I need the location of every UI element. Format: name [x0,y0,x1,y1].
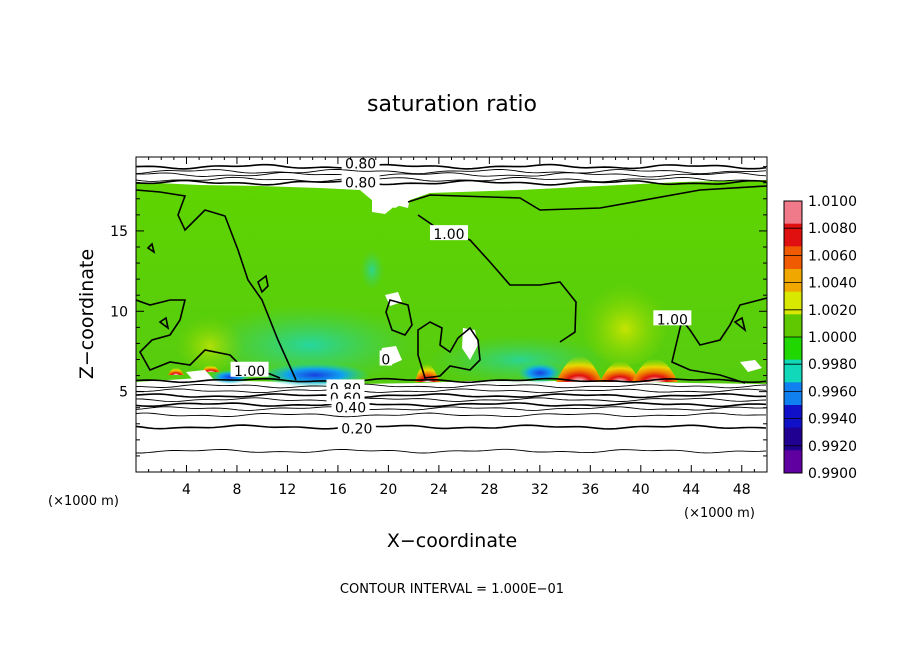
y-tick-label: 15 [110,224,128,240]
contour-label: 0.80 [345,176,376,192]
colorbar-level-label: 1.0080 [808,221,857,237]
contour-label: 1.00 [234,364,265,380]
contour-label: 0.20 [341,422,372,438]
colorbar-swatch [784,269,802,293]
contour-label: 1.00 [657,312,688,328]
isoline [136,168,767,175]
yellow-region [580,275,670,365]
supersaturation-arc [632,358,678,382]
contour-label: 0.40 [335,401,366,417]
x-tick-label: 40 [632,482,650,498]
isoline [136,176,767,183]
x-unit-left: (×1000 m) [48,494,119,509]
isoline [136,179,767,186]
saturation-contour-lines [136,185,767,384]
x-tick-label: 28 [480,482,498,498]
isoline [136,392,767,399]
isoline [136,424,767,430]
isoline [136,412,766,418]
contour-label: 1.00 [433,227,464,243]
isoline [136,172,767,178]
colorbar-level-label: 0.9940 [808,412,857,428]
x-tick-label: 4 [182,482,191,498]
colorbar-level-label: 0.9900 [808,466,857,482]
contour-label-bg [337,419,376,435]
x-axis: 4 8 12 16 20 24 28 32 36 40 44 48 [148,157,755,498]
chart-title: saturation ratio [367,92,537,117]
ground-isolines [136,377,767,454]
dry-gap [462,328,478,360]
colorbar-swatch [784,337,802,361]
y-axis-label: Z−coordinate [76,249,98,379]
x-unit-right: (×1000 m) [684,506,755,521]
contour-label-bg [331,398,370,414]
x-tick-label: 12 [279,482,297,498]
colorbar-swatch [784,405,802,429]
contour-label-bg [429,225,468,241]
yellow-region [175,310,245,370]
supersaturation-arc [168,367,184,375]
contour-label-bg [379,350,393,366]
isoline [136,377,767,384]
x-tick-label: 36 [581,482,599,498]
x-tick-label: 20 [379,482,397,498]
isoline [136,401,767,408]
colorbar-swatch [784,314,802,338]
supersaturation-arc [600,361,640,382]
x-tick-label: 16 [329,482,347,498]
colorbar-swatch [784,223,802,247]
colorbar-level-label: 0.9920 [808,439,857,455]
supersaturation-arc [202,365,220,372]
contour-labels: 0.800.801.001.001.000.800.600.400.200 [230,156,692,438]
y-axis: 5 10 15 [110,166,767,457]
dry-gap [360,190,410,214]
colorbar-swatch [784,359,802,383]
colorbar-swatch [784,246,802,270]
top-isolines [136,163,767,186]
plot-area: 0.800.801.001.001.000.800.600.400.200 [136,156,767,472]
x-tick-label: 44 [682,482,700,498]
contour-label-bg [653,310,692,326]
colorbar-level-label: 1.0060 [808,248,857,264]
x-tick-label: 32 [531,482,549,498]
y-tick-label: 5 [119,385,128,401]
dry-gap [740,360,762,372]
x-tick-label: 48 [733,482,751,498]
colorbar-swatch [784,382,802,406]
colorbar: 1.0100 1.0080 1.0060 1.0040 1.0020 1.0000 0.99… [783,194,857,482]
colorbar-level-label: 1.0100 [808,194,857,210]
colorbar-level-label: 0.9980 [808,357,857,373]
isoline [136,397,767,403]
colorbar-swatch [784,291,802,315]
x-tick-label: 24 [430,482,448,498]
y-tick-label: 10 [110,304,128,320]
contour-label-bg [341,173,380,189]
contour-label: 0.80 [345,156,376,172]
colorbar-level-label: 1.0020 [808,303,857,319]
isoline [136,383,767,389]
isoline [136,406,767,411]
isoline [136,388,767,394]
isoline [136,163,767,170]
isoline [136,448,767,454]
colorbar-swatch [784,450,802,474]
x-tick-label: 8 [232,482,241,498]
cyan-region [360,250,384,290]
contour-interval-footer: CONTOUR INTERVAL = 1.000E−01 [340,582,564,597]
supersaturation-arc [556,356,602,382]
colorbar-level-label: 1.0000 [808,330,857,346]
dry-gap [186,370,214,382]
colorbar-swatch [784,201,802,225]
colorbar-swatch [784,427,802,451]
contour-label-bg [341,157,380,170]
colorbar-level-label: 1.0040 [808,276,857,292]
contour-label-bg [230,361,269,377]
x-axis-label: X−coordinate [387,530,517,552]
colorbar-level-label: 0.9960 [808,384,857,400]
contour-label: 0 [381,353,390,369]
